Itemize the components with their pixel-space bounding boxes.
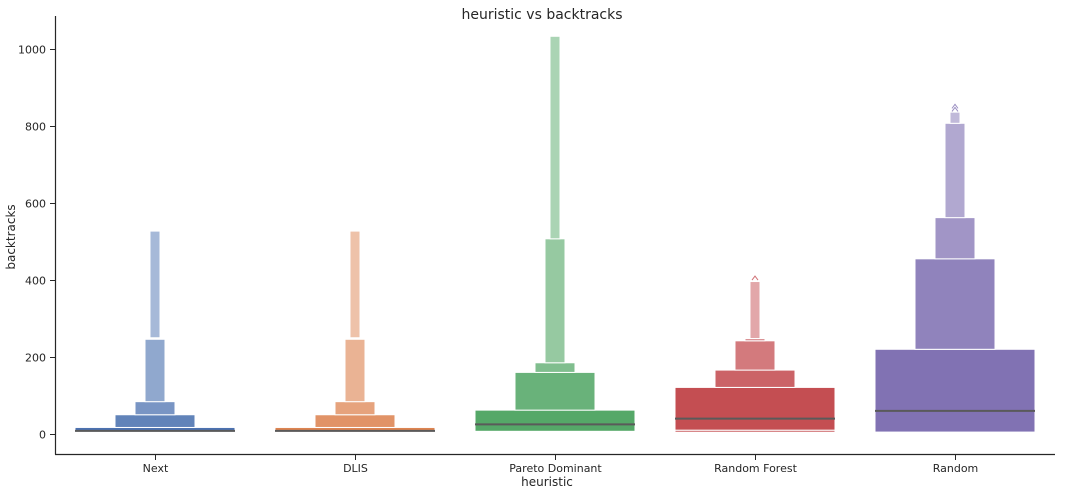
y-tick-label: 1000 [18, 44, 46, 57]
x-tick-label: Next [143, 462, 169, 475]
boxen-box [344, 338, 366, 403]
chart-title: heuristic vs backtracks [461, 7, 622, 23]
boxen-box [874, 348, 1036, 433]
boxen-box [734, 340, 776, 371]
boxen-box [549, 35, 561, 240]
x-tick-label: Random Forest [714, 462, 797, 475]
boxen-box [934, 217, 976, 260]
outlier-point [751, 275, 759, 281]
boxen-box [714, 369, 796, 388]
y-tick-label: 0 [39, 429, 46, 442]
y-tick-label: 600 [25, 198, 46, 211]
boxen-box [314, 414, 396, 428]
x-axis-title: heuristic [521, 475, 573, 489]
boxen-box [134, 401, 176, 416]
y-tick-label: 400 [25, 275, 46, 288]
boxen-group [74, 230, 236, 433]
y-ticks: 0 200 400 600 800 1000 [18, 44, 55, 442]
y-tick-label: 200 [25, 352, 46, 365]
boxen-group [474, 35, 636, 432]
boxen-box [144, 338, 166, 403]
boxen-box [914, 258, 996, 350]
y-axis-title: backtracks [4, 204, 18, 269]
boxen-box [749, 281, 761, 340]
x-tick-label: Random [933, 462, 979, 475]
x-tick-label: DLIS [343, 462, 368, 475]
boxen-box [949, 111, 961, 124]
x-ticks: Next DLIS Pareto Dominant Random Forest Rand… [143, 455, 979, 475]
boxen-group [274, 230, 436, 433]
outlier-point [951, 106, 959, 112]
boxen-box [149, 230, 161, 339]
boxen-group [674, 275, 836, 433]
boxen-box [534, 362, 576, 373]
boxen-box [544, 238, 566, 364]
boxen-box [334, 401, 376, 416]
outlier-point [951, 103, 959, 109]
boxen-box [944, 122, 966, 219]
boxen-box [349, 230, 361, 339]
boxen-box [474, 409, 636, 432]
boxen-box [514, 371, 596, 411]
x-tick-label: Pareto Dominant [509, 462, 602, 475]
boxen-group [874, 103, 1036, 433]
plot-area [74, 35, 1036, 433]
boxen-box [114, 414, 196, 428]
y-tick-label: 800 [25, 121, 46, 134]
boxen-box [674, 386, 836, 431]
